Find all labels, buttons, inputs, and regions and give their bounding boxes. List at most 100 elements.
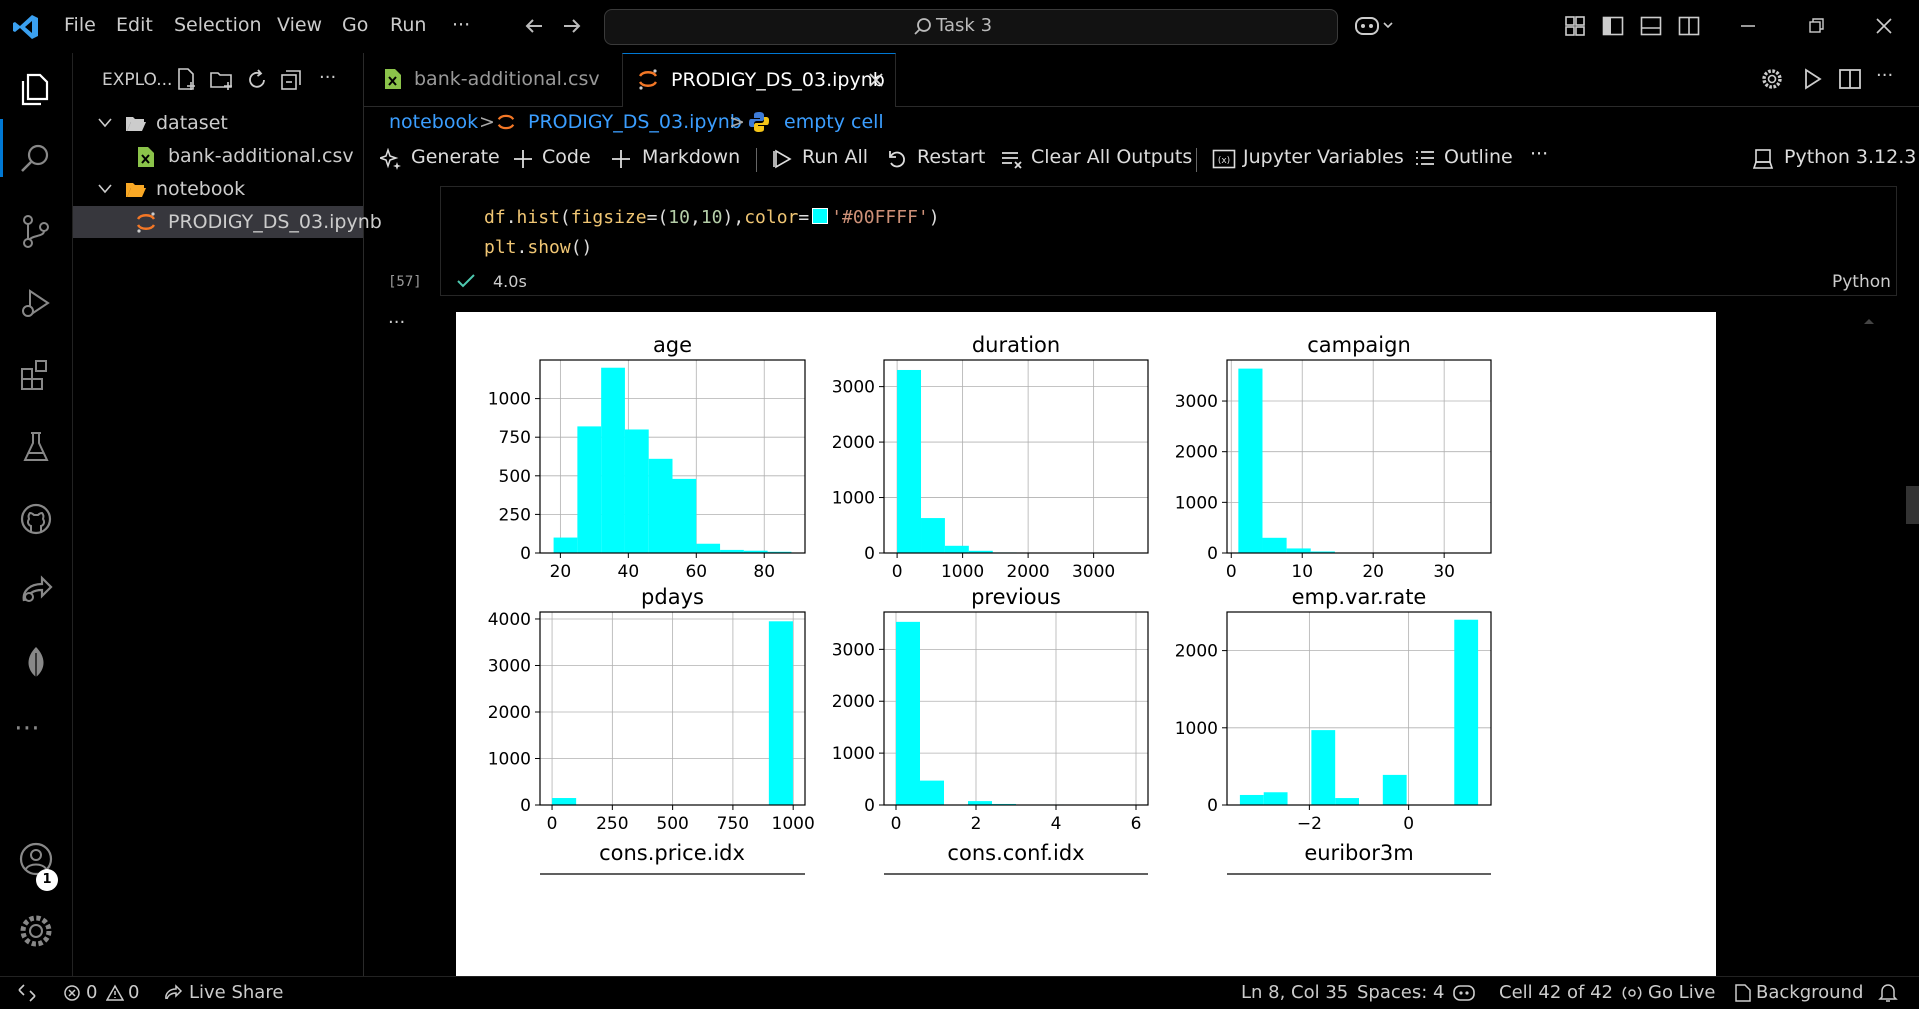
mongodb-leaf-icon[interactable] xyxy=(16,643,56,683)
toggle-panel-icon[interactable] xyxy=(1640,15,1662,37)
editor-more-icon[interactable]: ··· xyxy=(1876,65,1893,86)
x-tick-label: 3000 xyxy=(1072,562,1115,582)
menu-run[interactable]: Run xyxy=(390,14,426,36)
tab-label: PRODIGY_DS_03.ipynb xyxy=(671,69,885,91)
breadcrumb-item-notebook[interactable]: notebook xyxy=(389,111,478,133)
x-tick-label: 60 xyxy=(685,562,707,582)
x-tick-label: 20 xyxy=(550,562,572,582)
x-tick-label: 0 xyxy=(892,562,903,582)
background-icon[interactable] xyxy=(1734,983,1752,1003)
forward-arrow-icon[interactable] xyxy=(560,12,584,40)
jupyter-variables-button[interactable]: Jupyter Variables xyxy=(1243,146,1404,168)
notifications-bell-icon[interactable] xyxy=(1878,982,1898,1004)
error-icon[interactable] xyxy=(63,984,81,1002)
jupyter-icon xyxy=(496,112,516,132)
toggle-secondary-sidebar-icon[interactable] xyxy=(1678,15,1700,37)
explorer-title: EXPLO... xyxy=(102,70,172,90)
copilot-status-icon[interactable] xyxy=(1452,983,1476,1003)
kernel-picker[interactable]: Python 3.12.3 xyxy=(1784,146,1916,168)
warning-count[interactable]: 0 xyxy=(128,982,139,1003)
code-cell[interactable]: df.hist(figsize=(10,10),color='#00FFFF')… xyxy=(440,186,1897,296)
indentation[interactable]: Spaces: 4 xyxy=(1357,982,1444,1003)
gear-icon[interactable] xyxy=(1760,67,1784,91)
menu-view[interactable]: View xyxy=(277,14,322,36)
run-all-button[interactable]: Run All xyxy=(802,146,868,168)
subplot-title-next: cons.conf.idx xyxy=(947,841,1084,865)
testing-flask-icon[interactable] xyxy=(16,427,56,467)
breadcrumb-item-file[interactable]: PRODIGY_DS_03.ipynb xyxy=(528,111,742,133)
toolbar-more-icon[interactable]: ··· xyxy=(1530,143,1548,165)
customize-layout-icon[interactable] xyxy=(1564,15,1586,37)
add-markdown-button[interactable]: Markdown xyxy=(642,146,740,168)
menu-edit[interactable]: Edit xyxy=(116,14,153,36)
settings-gear-icon[interactable] xyxy=(16,911,56,951)
active-indicator xyxy=(0,119,3,177)
y-tick-label: 3000 xyxy=(832,378,875,398)
background-status[interactable]: Background xyxy=(1756,982,1863,1003)
breadcrumb-item-cell[interactable]: empty cell xyxy=(784,111,884,133)
explorer-sidebar: EXPLO... ··· dataset bank-additional.csv… xyxy=(73,53,364,976)
tab-bank-additional[interactable]: bank-additional.csv xyxy=(364,53,621,106)
extensions-icon[interactable] xyxy=(16,355,56,395)
clear-all-outputs-button[interactable]: Clear All Outputs xyxy=(1031,146,1192,168)
live-share-icon[interactable] xyxy=(16,571,56,611)
scroll-up-icon[interactable] xyxy=(1862,316,1876,326)
cursor-position[interactable]: Ln 8, Col 35 xyxy=(1241,982,1348,1003)
output-more-icon[interactable]: ··· xyxy=(388,312,405,333)
search-icon[interactable] xyxy=(16,139,56,179)
tree-folder-dataset[interactable]: dataset xyxy=(73,107,363,139)
live-share-status-icon[interactable] xyxy=(163,984,183,1002)
subplot-title: pdays xyxy=(641,585,704,609)
run-debug-icon[interactable] xyxy=(16,283,56,323)
error-count[interactable]: 0 xyxy=(86,982,97,1003)
source-control-icon[interactable] xyxy=(16,211,56,251)
close-window-icon[interactable] xyxy=(1872,15,1896,37)
cell-indicator[interactable]: Cell 42 of 42 xyxy=(1499,982,1613,1003)
search-text: Task 3 xyxy=(936,15,992,36)
x-tick-label: 250 xyxy=(596,814,628,834)
menu-selection[interactable]: Selection xyxy=(174,14,262,36)
toggle-sidebar-icon[interactable] xyxy=(1602,15,1624,37)
y-tick-label: 3000 xyxy=(1175,392,1218,412)
more-views-icon[interactable]: ⋯ xyxy=(14,713,54,753)
split-editor-icon[interactable] xyxy=(1838,67,1862,91)
warning-icon[interactable] xyxy=(106,984,124,1002)
tree-folder-notebook[interactable]: notebook xyxy=(73,173,363,205)
minimize-icon[interactable] xyxy=(1736,15,1760,37)
run-icon[interactable] xyxy=(1800,67,1824,91)
add-code-button[interactable]: Code xyxy=(542,146,591,168)
menu-file[interactable]: File xyxy=(64,14,96,36)
github-icon[interactable] xyxy=(16,499,56,539)
execution-count: [57] xyxy=(388,274,422,290)
x-tick-label: 30 xyxy=(1433,562,1455,582)
restart-button[interactable]: Restart xyxy=(917,146,985,168)
command-center-search[interactable]: Task 3 xyxy=(604,9,1338,45)
close-tab-icon[interactable] xyxy=(867,71,885,89)
generate-button[interactable]: Generate xyxy=(411,146,500,168)
scrollbar-thumb[interactable] xyxy=(1906,486,1919,524)
tab-prodigy-notebook[interactable]: PRODIGY_DS_03.ipynb xyxy=(622,53,896,107)
explorer-icon[interactable] xyxy=(16,69,56,109)
refresh-icon[interactable] xyxy=(245,67,269,93)
vscode-logo-icon xyxy=(12,13,40,41)
live-share-status[interactable]: Live Share xyxy=(189,982,283,1003)
remote-icon[interactable] xyxy=(16,983,38,1003)
new-file-icon[interactable] xyxy=(175,67,199,93)
menu-more[interactable]: ··· xyxy=(452,14,470,36)
copilot-icon[interactable] xyxy=(1354,14,1394,38)
new-folder-icon[interactable] xyxy=(209,67,235,93)
outline-button[interactable]: Outline xyxy=(1444,146,1513,168)
cell-language[interactable]: Python xyxy=(1832,272,1891,292)
go-live-button[interactable]: Go Live xyxy=(1648,982,1715,1003)
tree-file-bank-additional[interactable]: bank-additional.csv xyxy=(73,140,363,172)
tree-file-prodigy-notebook[interactable]: PRODIGY_DS_03.ipynb xyxy=(73,206,363,238)
x-tick-label: 4 xyxy=(1051,814,1062,834)
back-arrow-icon[interactable] xyxy=(522,12,546,40)
menu-go[interactable]: Go xyxy=(342,14,368,36)
x-tick-label: 80 xyxy=(753,562,775,582)
collapse-all-icon[interactable] xyxy=(279,67,303,93)
restore-icon[interactable] xyxy=(1804,15,1828,37)
sidebar-more-icon[interactable]: ··· xyxy=(319,67,336,88)
go-live-icon[interactable] xyxy=(1622,983,1642,1003)
